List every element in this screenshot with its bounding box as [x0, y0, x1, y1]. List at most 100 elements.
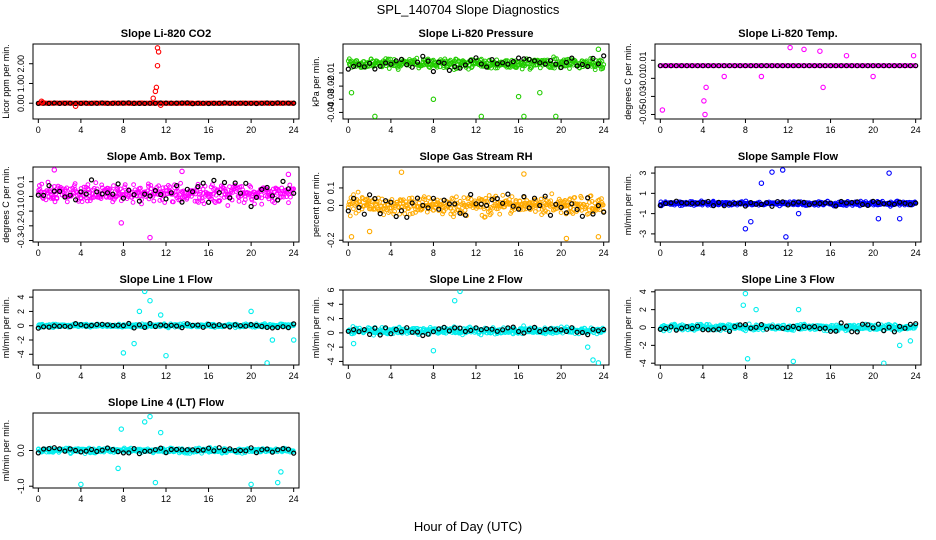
overlay-point — [377, 332, 383, 338]
x-tick-label: 16 — [204, 371, 214, 381]
overlay-point — [515, 55, 522, 61]
x-tick-label: 4 — [700, 371, 705, 381]
overlay-point — [569, 201, 575, 207]
data-point — [495, 206, 501, 212]
overlay-point — [457, 210, 463, 216]
y-tick-label: -3 — [638, 230, 648, 238]
overlay-point — [452, 325, 458, 331]
overlay-point — [51, 100, 57, 106]
data-point — [713, 63, 719, 69]
data-point — [208, 191, 214, 197]
outlier-point — [515, 93, 522, 100]
x-tick-label: 8 — [431, 371, 436, 381]
overlay-point — [351, 327, 357, 333]
overlay-point — [769, 203, 775, 209]
y-tick-label: 0 — [16, 323, 26, 328]
outlier-point — [163, 352, 169, 359]
outlier-point — [457, 290, 463, 295]
overlay-point — [99, 191, 105, 197]
overlay-point — [891, 63, 898, 69]
overlay-point — [168, 322, 174, 328]
overlay-point — [795, 199, 802, 205]
data-point — [579, 195, 584, 201]
overlay-point — [163, 323, 169, 329]
y-tick-label: -0.03 — [326, 89, 336, 110]
x-tick-label: 0 — [36, 125, 41, 135]
overlay-point — [462, 328, 468, 334]
overlay-point — [758, 63, 765, 69]
y-tick-label: -0.03 — [638, 86, 648, 107]
overlay-point — [425, 58, 431, 64]
overlay-point — [398, 56, 405, 63]
overlay-point — [131, 100, 137, 107]
data-point — [386, 66, 392, 71]
overlay-point — [870, 325, 876, 331]
overlay-point — [700, 63, 706, 69]
overlay-point — [753, 324, 759, 330]
overlay-point — [104, 100, 111, 106]
overlay-point — [88, 446, 95, 453]
overlay-point — [811, 324, 818, 330]
overlay-point — [801, 199, 807, 205]
data-points — [345, 46, 607, 119]
overlay-point — [780, 63, 786, 69]
data-point — [94, 186, 100, 192]
overlay-point — [595, 203, 602, 209]
y-tick-label: 0.1 — [326, 182, 336, 195]
outlier-point — [563, 235, 570, 242]
x-tick-label: 16 — [826, 125, 836, 135]
overlay-point — [753, 201, 759, 207]
overlay-point — [200, 447, 206, 453]
data-point — [178, 180, 184, 186]
x-tick-label: 20 — [868, 371, 878, 381]
overlay-point — [694, 63, 701, 69]
overlay-point — [668, 324, 674, 330]
data-point — [291, 186, 297, 192]
overlay-point — [700, 199, 706, 206]
overlay-point — [280, 324, 286, 330]
overlay-point — [489, 56, 495, 63]
overlay-point — [147, 448, 153, 454]
x-tick-label: 8 — [121, 248, 126, 258]
data-point — [841, 63, 847, 69]
data-point — [91, 186, 97, 191]
overlay-point — [163, 450, 169, 456]
data-point — [210, 182, 215, 188]
overlay-point — [126, 320, 132, 327]
x-tick-label: 8 — [121, 125, 126, 135]
overlay-point — [737, 63, 743, 69]
overlay-point — [243, 323, 249, 329]
overlay-point — [484, 326, 490, 332]
y-tick-label: -0.04 — [326, 102, 336, 123]
data-point — [211, 191, 216, 197]
plot-frame — [654, 43, 922, 120]
overlay-point — [457, 325, 463, 331]
overlay-point — [881, 63, 887, 69]
data-point — [170, 199, 176, 205]
outlier-point — [157, 102, 164, 108]
outlier-point — [896, 215, 903, 222]
overlay-point — [526, 327, 532, 333]
overlay-point — [595, 61, 602, 67]
overlay-point — [46, 100, 52, 107]
x-tick-label: 16 — [514, 125, 524, 135]
y-tick-label: 4 — [16, 295, 26, 300]
x-tick-label: 8 — [431, 248, 436, 258]
data-point — [450, 196, 456, 202]
overlay-point — [521, 194, 527, 200]
data-point — [533, 209, 538, 214]
overlay-point — [526, 56, 532, 63]
overlay-point — [131, 325, 137, 331]
overlay-point — [227, 324, 233, 330]
overlay-point — [367, 331, 373, 337]
data-point — [176, 197, 182, 203]
overlay-point — [253, 450, 259, 456]
data-point — [222, 186, 228, 192]
overlay-point — [521, 56, 527, 62]
overlay-point — [269, 325, 275, 331]
panel-title: Slope Amb. Box Temp. — [107, 151, 226, 163]
overlay-point — [806, 324, 812, 330]
data-point — [548, 198, 554, 204]
outlier-point — [595, 46, 602, 53]
